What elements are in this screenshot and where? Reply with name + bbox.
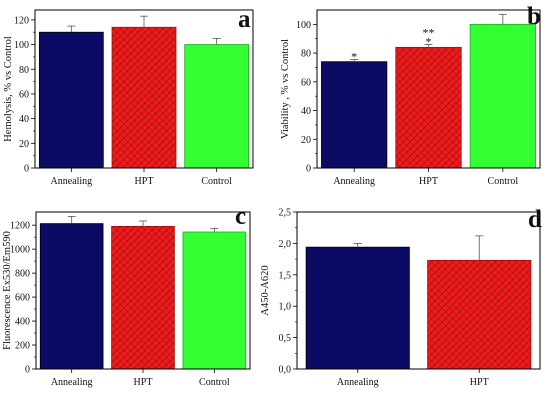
c-y-tick-label: 400 bbox=[15, 317, 30, 328]
b-y-tick-label: 0 bbox=[306, 164, 311, 175]
b-y-tick-label: 100 bbox=[296, 20, 311, 31]
panel-letter-a: a bbox=[238, 6, 251, 33]
d-y-tick-label: 1,5 bbox=[279, 270, 292, 281]
c-axis-frame bbox=[35, 211, 251, 370]
a-y-axis-label: Hemolysis, % vs Control bbox=[3, 36, 14, 142]
b-y-tick-label: 60 bbox=[301, 77, 311, 88]
d-x-tick-label: Annealing bbox=[337, 377, 379, 388]
d-y-tick-label: 2,5 bbox=[279, 208, 292, 219]
a-y-tick-label: 120 bbox=[14, 15, 29, 26]
panel-letter-d: d bbox=[528, 206, 542, 233]
panel-b: b Annealing HPT Control020406080100Viabili… bbox=[280, 3, 541, 187]
d-y-tick-label: 0,5 bbox=[279, 333, 292, 344]
c-error-bar-control bbox=[210, 228, 219, 233]
a-error-bar-hpt bbox=[140, 15, 148, 28]
b-significance-mark: ** bbox=[423, 25, 435, 39]
b-error-bar-annealing bbox=[350, 59, 359, 62]
panel-a: a Annealing HPT Control 0 20 40 60 80 100 120Hemo… bbox=[3, 6, 254, 187]
c-y-tick-label: 1200 bbox=[10, 221, 30, 232]
a-error-bar-control bbox=[212, 37, 221, 45]
a-error-bar-annealing bbox=[67, 25, 76, 33]
a-x-tick-label: Control bbox=[201, 176, 232, 187]
d-axis-frame bbox=[296, 211, 541, 370]
c-x-tick-label: Control bbox=[199, 377, 230, 388]
a-y-tick-label: 0 bbox=[24, 164, 29, 175]
b-y-tick-label: 80 bbox=[301, 49, 311, 60]
c-bar-hpt bbox=[111, 225, 175, 370]
d-y-tick-label: 2,0 bbox=[279, 239, 292, 250]
d-x-tick-label: HPT bbox=[470, 377, 489, 388]
b-error-bar-hpt bbox=[424, 44, 433, 48]
b-x-tick-label: HPT bbox=[419, 176, 438, 187]
d-y-axis-label: A450-A620 bbox=[260, 265, 271, 315]
c-x-tick-label: HPT bbox=[134, 377, 153, 388]
a-x-tick-label: HPT bbox=[135, 176, 154, 187]
b-y-tick-label: 40 bbox=[301, 106, 311, 117]
c-bar-annealing bbox=[39, 223, 104, 370]
c-x-tick-label: Annealing bbox=[51, 377, 93, 388]
a-y-tick-label: 20 bbox=[19, 139, 29, 150]
panel-d: d Annealing HPT 0,0 0,5 1,0 1,5 2,0 2,5 A450-A62… bbox=[260, 206, 542, 388]
a-bar-hpt bbox=[111, 26, 177, 169]
b-y-tick-label: 20 bbox=[301, 135, 311, 146]
c-y-axis-label: Fluorescence Ex530/Em590 bbox=[2, 231, 13, 350]
d-y-tick-label: 0,0 bbox=[279, 365, 292, 376]
a-y-tick-label: 60 bbox=[19, 89, 29, 100]
panel-letter-c: c bbox=[235, 203, 246, 230]
b-y-axis-label: Viability , % vs Control bbox=[280, 39, 291, 139]
c-y-tick-label: 600 bbox=[15, 293, 30, 304]
a-y-tick-label: 80 bbox=[19, 65, 29, 76]
c-y-tick-label: 0 bbox=[25, 365, 30, 376]
panel-c: c Annealing HPT Control 0 200 400 600 800 1000 12… bbox=[2, 203, 251, 388]
c-y-tick-label: 800 bbox=[15, 269, 30, 280]
b-x-tick-label: Control bbox=[488, 176, 519, 187]
b-bar-control bbox=[469, 23, 536, 169]
d-bar-annealing bbox=[305, 246, 410, 370]
c-y-tick-label: 200 bbox=[15, 341, 30, 352]
b-axis-frame bbox=[316, 9, 541, 169]
a-bar-control bbox=[184, 44, 250, 169]
b-significance-mark: * bbox=[426, 34, 432, 48]
d-error-bar-annealing bbox=[353, 242, 362, 248]
b-error-bar-control bbox=[498, 13, 507, 25]
b-x-tick-label: Annealing bbox=[333, 176, 375, 187]
d-y-tick-label: 1,0 bbox=[279, 302, 292, 313]
b-significance-mark: * bbox=[351, 50, 357, 64]
c-error-bar-hpt bbox=[139, 220, 147, 227]
d-error-bar-hpt bbox=[475, 235, 484, 261]
c-y-tick-label: 1000 bbox=[10, 245, 30, 256]
b-bar-annealing bbox=[321, 61, 388, 169]
a-axis-frame bbox=[34, 9, 254, 169]
c-bar-control bbox=[182, 231, 247, 370]
a-x-tick-label: Annealing bbox=[51, 176, 93, 187]
a-bar-annealing bbox=[38, 31, 104, 169]
c-error-bar-annealing bbox=[67, 216, 76, 224]
a-y-tick-label: 100 bbox=[14, 40, 29, 51]
b-bar-hpt bbox=[395, 46, 462, 169]
a-y-tick-label: 40 bbox=[19, 114, 29, 125]
d-bar-hpt bbox=[427, 259, 532, 370]
